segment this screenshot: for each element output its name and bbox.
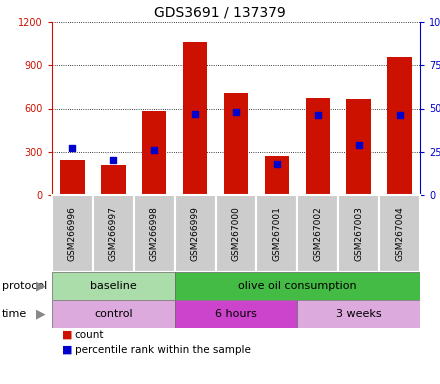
Text: GSM266999: GSM266999 (191, 206, 200, 261)
Text: 3 weeks: 3 weeks (336, 309, 381, 319)
Text: GSM267002: GSM267002 (313, 206, 322, 261)
Bar (297, 300, 420, 328)
Text: GSM267000: GSM267000 (231, 206, 241, 261)
Text: GDS3691 / 137379: GDS3691 / 137379 (154, 6, 286, 20)
Point (396, 113, 403, 119)
Bar (224, 93, 248, 195)
Bar (175, 195, 216, 272)
Bar (175, 272, 420, 300)
Bar (346, 99, 371, 195)
Point (314, 113, 321, 119)
Bar (297, 195, 338, 272)
Text: baseline: baseline (90, 281, 137, 291)
Text: GSM266998: GSM266998 (150, 206, 159, 261)
Bar (134, 195, 175, 272)
Bar (142, 111, 166, 195)
Text: time: time (2, 309, 27, 319)
Text: 6 hours: 6 hours (215, 309, 257, 319)
Text: GSM267004: GSM267004 (395, 206, 404, 261)
Text: control: control (94, 309, 132, 319)
Bar (52, 195, 93, 272)
Text: olive oil consumption: olive oil consumption (238, 281, 357, 291)
Bar (175, 300, 297, 328)
Bar (52, 300, 175, 328)
Point (110, 157, 117, 164)
Bar (183, 42, 207, 195)
Text: ■: ■ (62, 330, 72, 340)
Point (355, 142, 362, 148)
Point (69, 145, 76, 151)
Text: ▶: ▶ (36, 280, 46, 293)
Bar (257, 195, 297, 272)
Text: percentile rank within the sample: percentile rank within the sample (75, 345, 251, 355)
Bar (52, 272, 175, 300)
Text: ■: ■ (62, 345, 72, 355)
Bar (264, 156, 289, 195)
Point (191, 111, 198, 117)
Text: GSM267003: GSM267003 (354, 206, 363, 261)
Point (273, 161, 280, 167)
Bar (216, 195, 257, 272)
Point (232, 109, 239, 115)
Bar (305, 98, 330, 195)
Point (151, 147, 158, 153)
Text: GSM267001: GSM267001 (272, 206, 282, 261)
Text: GSM266996: GSM266996 (68, 206, 77, 261)
Text: protocol: protocol (2, 281, 48, 291)
Bar (101, 165, 125, 195)
Text: count: count (75, 330, 104, 340)
Bar (60, 160, 85, 195)
Bar (387, 56, 412, 195)
Text: GSM266997: GSM266997 (109, 206, 118, 261)
Bar (338, 195, 379, 272)
Bar (93, 195, 134, 272)
Bar (379, 195, 420, 272)
Text: ▶: ▶ (36, 308, 46, 321)
